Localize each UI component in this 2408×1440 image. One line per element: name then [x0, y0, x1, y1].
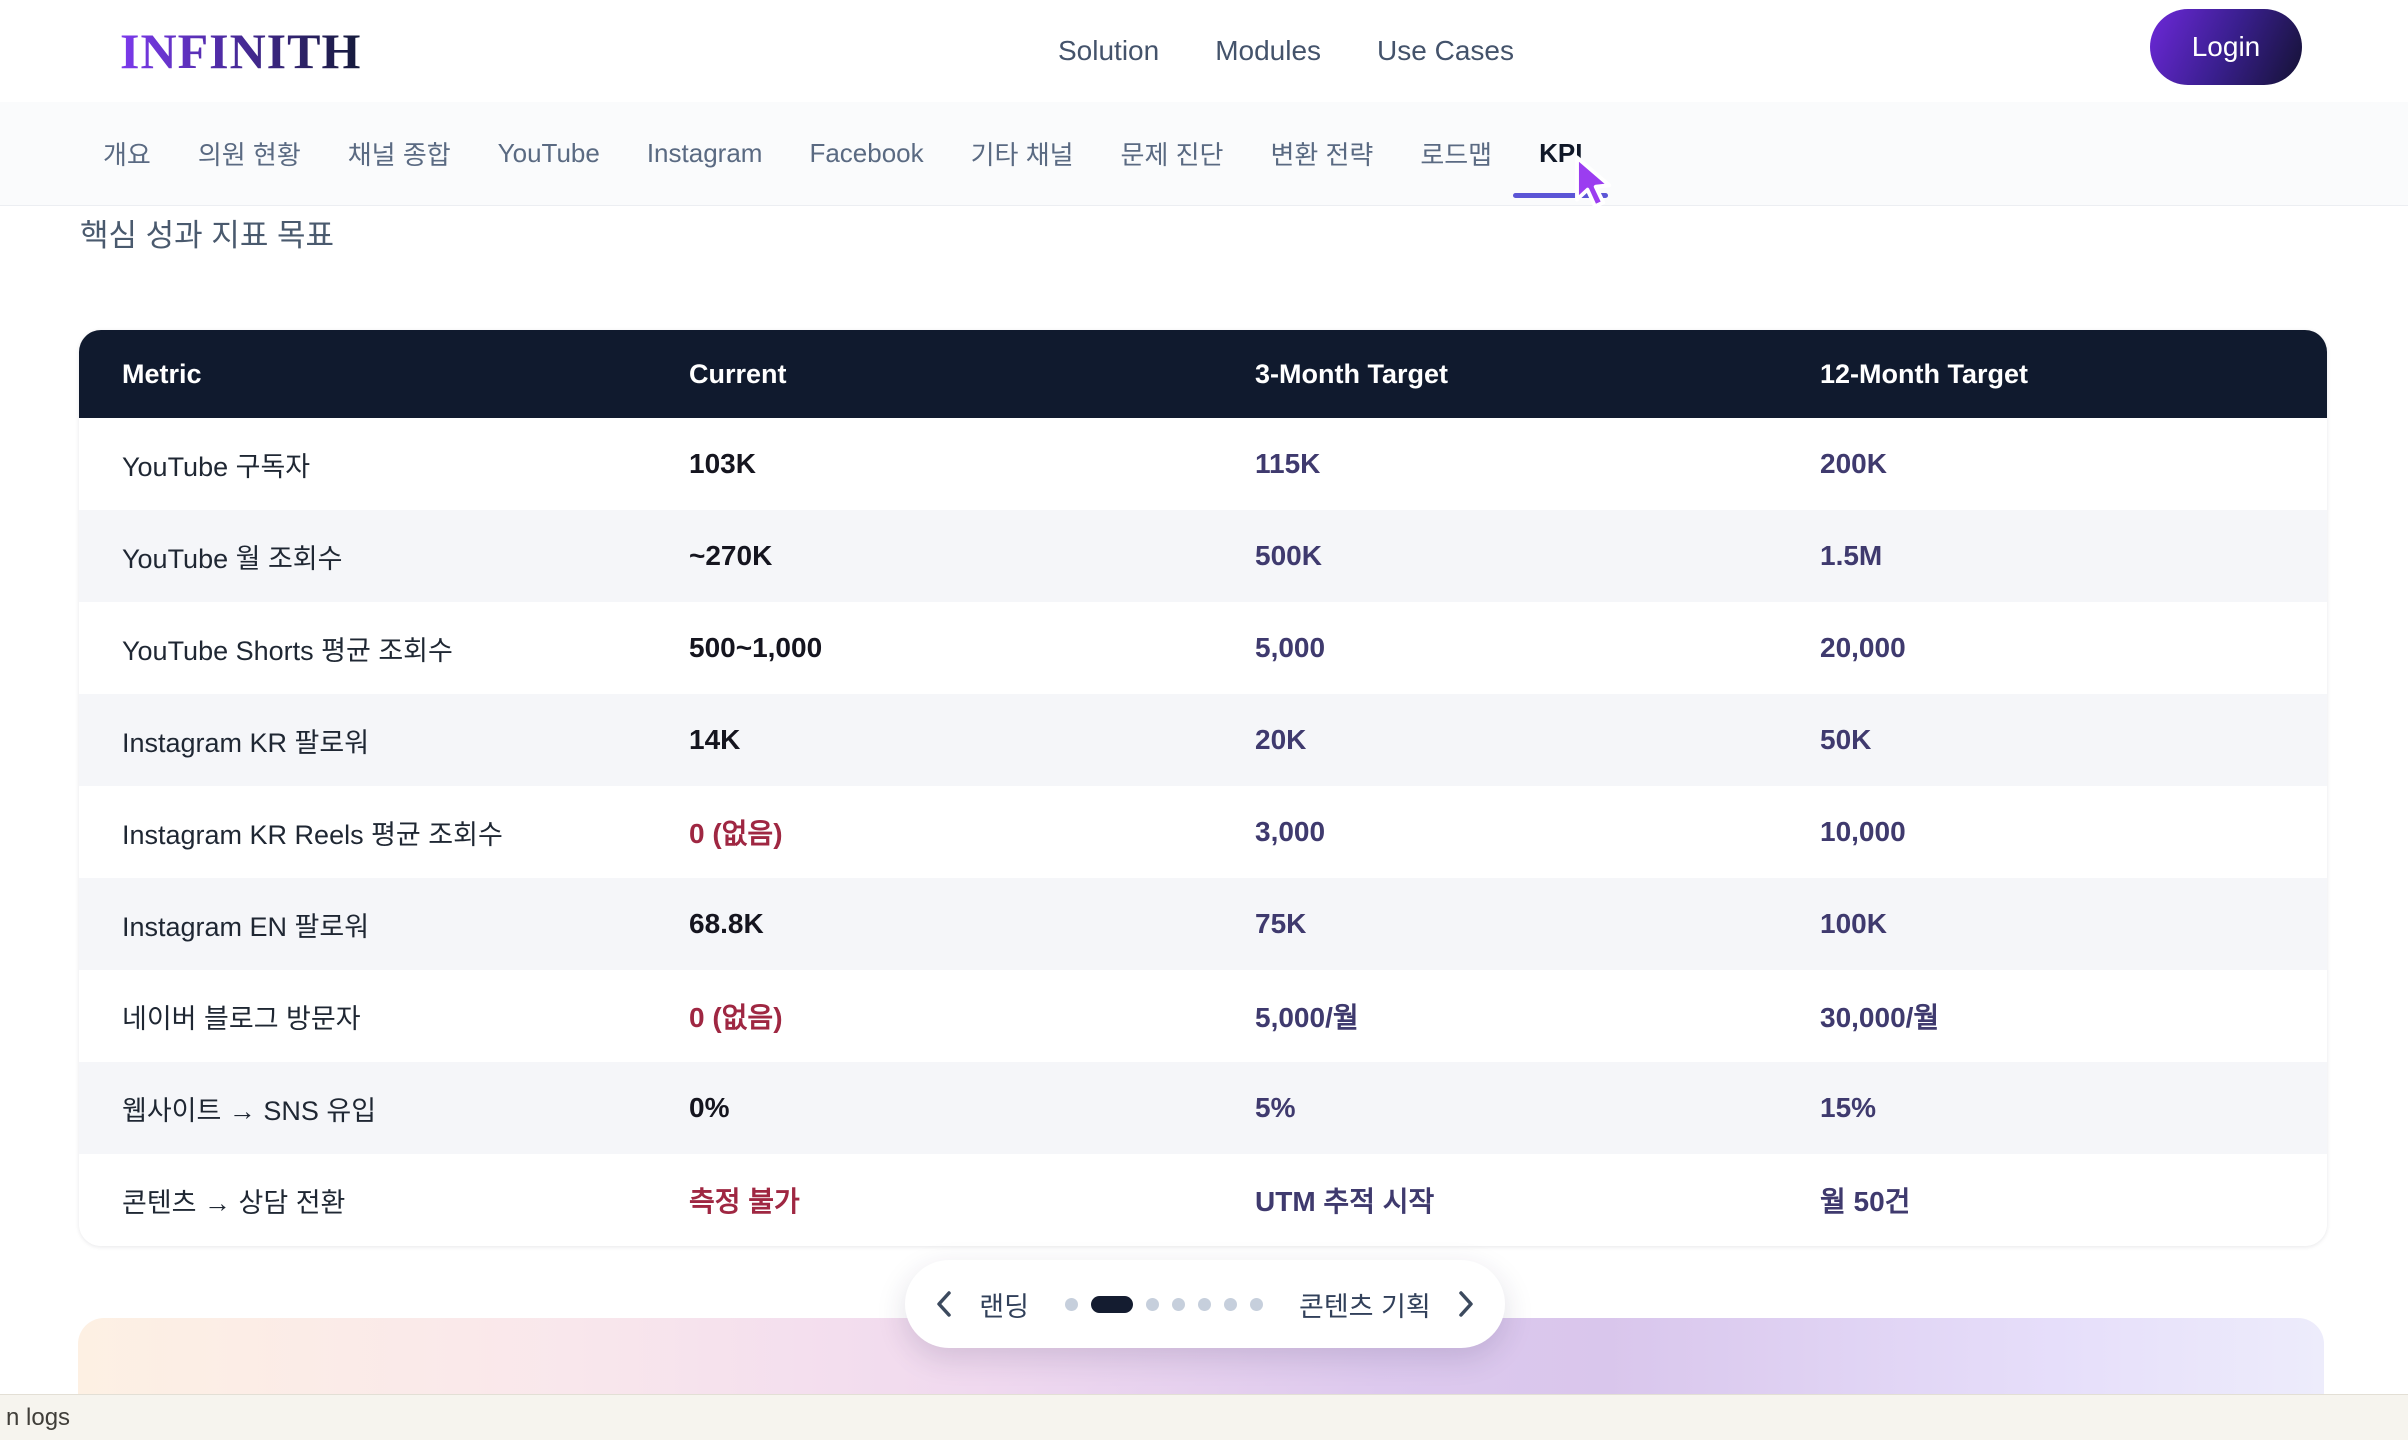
- column-header-current: Current: [689, 358, 787, 389]
- metric-cell: YouTube 월 조회수: [122, 543, 343, 574]
- pager-prev-label[interactable]: 랜딩: [979, 1291, 1029, 1322]
- carousel-dot[interactable]: [1171, 1297, 1185, 1311]
- logs-statusbar-text: n logs: [6, 1403, 71, 1431]
- target-12-month-cell: 50K: [1820, 724, 1872, 755]
- table-row: 콘텐츠 → 상담 전환 측정 불가 UTM 추적 시작 월 50건: [79, 1154, 2327, 1246]
- carousel-dot-active[interactable]: [1090, 1295, 1133, 1313]
- pager-prev-button[interactable]: [933, 1289, 955, 1319]
- metric-cell: Instagram KR 팔로워: [122, 727, 370, 758]
- metric-cell: Instagram KR Reels 평균 조회수: [122, 819, 503, 850]
- logs-statusbar[interactable]: n logs: [0, 1394, 2408, 1440]
- tab-overview[interactable]: 개요: [103, 140, 151, 170]
- column-header-metric: Metric: [122, 358, 202, 389]
- nav-item-use-cases[interactable]: Use Cases: [1377, 35, 1514, 66]
- table-row: Instagram KR Reels 평균 조회수 0 (없음) 3,000 10,0…: [79, 786, 2327, 878]
- carousel-dots: [1064, 1295, 1263, 1313]
- target-3-month-cell: 5,000: [1255, 632, 1326, 663]
- top-header: INFINITH Solution Modules Use Cases Logi…: [0, 0, 2408, 102]
- target-12-month-cell: 15%: [1820, 1092, 1877, 1123]
- current-value-cell: 0%: [689, 1092, 730, 1123]
- metric-cell: YouTube Shorts 평균 조회수: [122, 635, 453, 666]
- login-button[interactable]: Login: [2150, 9, 2302, 85]
- chevron-left-icon: [937, 1291, 952, 1317]
- tab-member-status[interactable]: 의원 현황: [197, 140, 301, 170]
- target-12-month-cell: 200K: [1820, 448, 1887, 479]
- target-3-month-cell: 5,000/월: [1255, 1002, 1359, 1033]
- current-value-cell: 측정 불가: [689, 1186, 800, 1217]
- target-3-month-cell: 5%: [1255, 1092, 1296, 1123]
- carousel-dot[interactable]: [1197, 1297, 1211, 1311]
- table-row: YouTube Shorts 평균 조회수 500~1,000 5,000 20,00…: [79, 602, 2327, 694]
- tab-conversion-strategy[interactable]: 변환 전략: [1270, 140, 1374, 170]
- current-value-cell: 68.8K: [689, 908, 764, 939]
- target-12-month-cell: 1.5M: [1820, 540, 1883, 571]
- tab-youtube[interactable]: YouTube: [497, 138, 600, 168]
- carousel-dot[interactable]: [1249, 1297, 1263, 1311]
- target-12-month-cell: 10,000: [1820, 816, 1906, 847]
- brand-logo[interactable]: INFINITH: [120, 23, 362, 79]
- target-12-month-cell: 30,000/월: [1820, 1002, 1940, 1033]
- metric-cell: 네이버 블로그 방문자: [122, 1003, 361, 1034]
- metric-cell: 웹사이트 → SNS 유입: [122, 1095, 377, 1126]
- tab-facebook[interactable]: Facebook: [809, 138, 924, 168]
- column-header-3-month-target: 3-Month Target: [1255, 358, 1448, 389]
- carousel-dot[interactable]: [1145, 1297, 1159, 1311]
- tab-instagram[interactable]: Instagram: [646, 138, 763, 168]
- current-value-cell: 0 (없음): [689, 1002, 783, 1033]
- carousel-dot[interactable]: [1223, 1297, 1237, 1311]
- target-3-month-cell: 20K: [1255, 724, 1307, 755]
- main-nav: Solution Modules Use Cases: [1058, 0, 1514, 102]
- tab-other-channels[interactable]: 기타 채널: [970, 140, 1074, 170]
- tab-channel-summary[interactable]: 채널 종합: [347, 140, 451, 170]
- target-3-month-cell: 115K: [1255, 448, 1321, 479]
- current-value-cell: 14K: [689, 724, 741, 755]
- current-value-cell: ~270K: [689, 540, 773, 571]
- current-value-cell: 0 (없음): [689, 818, 783, 849]
- target-12-month-cell: 월 50건: [1820, 1186, 1911, 1217]
- metric-cell: Instagram EN 팔로워: [122, 911, 370, 942]
- table-row: Instagram KR 팔로워 14K 20K 50K: [79, 694, 2327, 786]
- report-tabbar: 개요 의원 현황 채널 종합 YouTube Instagram Facebook 기타 채…: [0, 102, 2408, 206]
- target-3-month-cell: 75K: [1255, 908, 1307, 939]
- tab-problem-diagnosis[interactable]: 문제 진단: [1120, 140, 1224, 170]
- chevron-right-icon: [1458, 1291, 1473, 1317]
- table-row: 네이버 블로그 방문자 0 (없음) 5,000/월 30,000/월: [79, 970, 2327, 1062]
- nav-item-solution[interactable]: Solution: [1058, 35, 1160, 66]
- target-12-month-cell: 100K: [1820, 908, 1887, 939]
- carousel-dot[interactable]: [1064, 1297, 1078, 1311]
- target-12-month-cell: 20,000: [1820, 632, 1906, 663]
- metric-cell: YouTube 구독자: [122, 451, 311, 482]
- table-row: Instagram EN 팔로워 68.8K 75K 100K: [79, 878, 2327, 970]
- table-row: YouTube 구독자 103K 115K 200K: [79, 418, 2327, 510]
- current-value-cell: 103K: [689, 448, 756, 479]
- metric-cell: 콘텐츠 → 상담 전환: [122, 1187, 346, 1218]
- section-title: 핵심 성과 지표 목표: [80, 218, 334, 253]
- kpi-table-header: Metric Current 3-Month Target 12-Month T…: [79, 330, 2327, 418]
- tab-kpi[interactable]: KPI: [1512, 102, 1610, 205]
- pager-next-label[interactable]: 콘텐츠 기획: [1298, 1291, 1431, 1322]
- table-row: YouTube 월 조회수 ~270K 500K 1.5M: [79, 510, 2327, 602]
- kpi-table: Metric Current 3-Month Target 12-Month T…: [79, 330, 2327, 1246]
- kpi-table-body: YouTube 구독자 103K 115K 200K YouTube 월 조회수 ~270…: [79, 418, 2327, 1246]
- current-value-cell: 500~1,000: [689, 632, 823, 663]
- pager-next-button[interactable]: [1455, 1289, 1477, 1319]
- target-3-month-cell: UTM 추적 시작: [1255, 1186, 1435, 1217]
- tab-roadmap[interactable]: 로드맵: [1420, 140, 1493, 170]
- table-row: 웹사이트 → SNS 유입 0% 5% 15%: [79, 1062, 2327, 1154]
- target-3-month-cell: 500K: [1255, 540, 1322, 571]
- section-pager: 랜딩 콘텐츠 기획: [905, 1260, 1505, 1348]
- target-3-month-cell: 3,000: [1255, 816, 1326, 847]
- nav-item-modules[interactable]: Modules: [1215, 35, 1322, 66]
- column-header-12-month-target: 12-Month Target: [1820, 358, 2028, 389]
